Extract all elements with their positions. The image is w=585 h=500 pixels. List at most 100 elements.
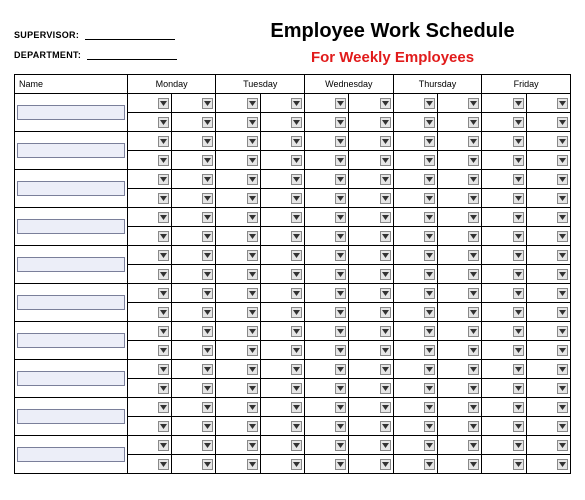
shift-end-select[interactable] [349,113,392,131]
shift-start-select[interactable] [394,246,438,264]
shift-start-select[interactable] [305,170,349,188]
dropdown-button[interactable] [202,155,213,166]
shift-end-select[interactable] [438,132,481,150]
shift-end-select[interactable] [172,113,215,131]
dropdown-button[interactable] [202,250,213,261]
shift-end-select[interactable] [172,227,215,245]
shift-end-select[interactable] [438,379,481,397]
dropdown-button[interactable] [468,98,479,109]
dropdown-button[interactable] [424,98,435,109]
dropdown-button[interactable] [158,212,169,223]
shift-start-select[interactable] [128,417,172,435]
shift-start-select[interactable] [394,284,438,302]
dropdown-button[interactable] [335,98,346,109]
shift-start-select[interactable] [394,322,438,340]
dropdown-button[interactable] [158,250,169,261]
employee-name-input[interactable] [17,219,125,234]
dropdown-button[interactable] [380,288,391,299]
shift-end-select[interactable] [527,360,570,378]
dropdown-button[interactable] [202,307,213,318]
shift-end-select[interactable] [261,189,304,207]
employee-name-input[interactable] [17,257,125,272]
shift-start-select[interactable] [128,113,172,131]
shift-start-select[interactable] [128,94,172,112]
dropdown-button[interactable] [291,212,302,223]
dropdown-button[interactable] [513,174,524,185]
dropdown-button[interactable] [202,326,213,337]
dropdown-button[interactable] [335,269,346,280]
dropdown-button[interactable] [513,326,524,337]
shift-start-select[interactable] [216,341,260,359]
dropdown-button[interactable] [380,174,391,185]
shift-start-select[interactable] [482,208,526,226]
shift-end-select[interactable] [527,132,570,150]
shift-start-select[interactable] [216,455,260,473]
shift-end-select[interactable] [438,189,481,207]
dropdown-button[interactable] [247,117,258,128]
dropdown-button[interactable] [380,364,391,375]
shift-end-select[interactable] [349,436,392,454]
dropdown-button[interactable] [247,364,258,375]
dropdown-button[interactable] [158,269,169,280]
shift-start-select[interactable] [128,360,172,378]
shift-start-select[interactable] [394,227,438,245]
dropdown-button[interactable] [158,364,169,375]
dropdown-button[interactable] [424,155,435,166]
dropdown-button[interactable] [468,136,479,147]
dropdown-button[interactable] [247,174,258,185]
dropdown-button[interactable] [557,459,568,470]
shift-start-select[interactable] [305,208,349,226]
dropdown-button[interactable] [513,440,524,451]
shift-start-select[interactable] [128,436,172,454]
dropdown-button[interactable] [202,193,213,204]
shift-end-select[interactable] [527,113,570,131]
shift-start-select[interactable] [128,170,172,188]
shift-end-select[interactable] [349,227,392,245]
dropdown-button[interactable] [158,402,169,413]
shift-end-select[interactable] [527,284,570,302]
dropdown-button[interactable] [513,269,524,280]
dropdown-button[interactable] [247,307,258,318]
dropdown-button[interactable] [158,459,169,470]
dropdown-button[interactable] [513,345,524,356]
shift-end-select[interactable] [527,227,570,245]
shift-end-select[interactable] [261,94,304,112]
dropdown-button[interactable] [380,345,391,356]
shift-end-select[interactable] [261,398,304,416]
dropdown-button[interactable] [291,269,302,280]
dropdown-button[interactable] [557,193,568,204]
dropdown-button[interactable] [557,231,568,242]
employee-name-input[interactable] [17,143,125,158]
shift-start-select[interactable] [394,303,438,321]
dropdown-button[interactable] [380,383,391,394]
dropdown-button[interactable] [557,307,568,318]
dropdown-button[interactable] [424,117,435,128]
dropdown-button[interactable] [557,117,568,128]
dropdown-button[interactable] [468,269,479,280]
dropdown-button[interactable] [468,421,479,432]
shift-end-select[interactable] [438,94,481,112]
shift-end-select[interactable] [349,151,392,169]
shift-end-select[interactable] [172,455,215,473]
dropdown-button[interactable] [335,174,346,185]
shift-start-select[interactable] [482,417,526,435]
dropdown-button[interactable] [424,136,435,147]
shift-start-select[interactable] [216,303,260,321]
shift-end-select[interactable] [261,208,304,226]
dropdown-button[interactable] [202,421,213,432]
dropdown-button[interactable] [424,440,435,451]
shift-end-select[interactable] [349,417,392,435]
dropdown-button[interactable] [335,250,346,261]
dropdown-button[interactable] [424,421,435,432]
dropdown-button[interactable] [380,402,391,413]
dropdown-button[interactable] [557,345,568,356]
shift-start-select[interactable] [305,284,349,302]
shift-end-select[interactable] [527,208,570,226]
shift-start-select[interactable] [482,284,526,302]
dropdown-button[interactable] [513,155,524,166]
shift-end-select[interactable] [261,170,304,188]
shift-start-select[interactable] [216,265,260,283]
shift-end-select[interactable] [527,341,570,359]
shift-end-select[interactable] [172,151,215,169]
dropdown-button[interactable] [513,364,524,375]
